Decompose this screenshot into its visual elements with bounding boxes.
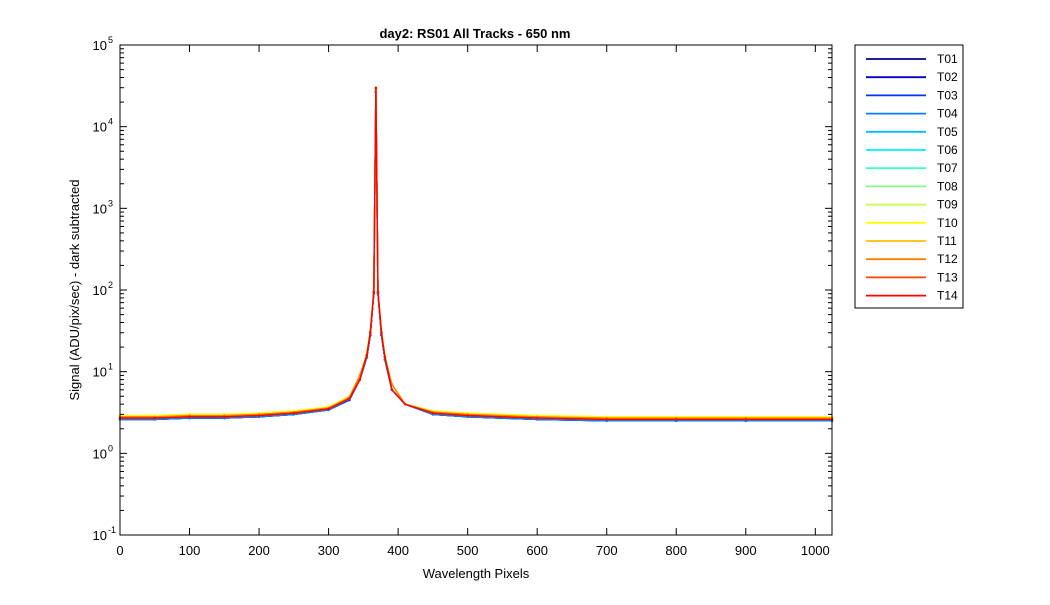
y-tick-base: 10 — [93, 446, 107, 461]
legend-label: T14 — [937, 289, 958, 303]
x-tick-label: 700 — [596, 543, 618, 558]
y-tick-exponent: 4 — [108, 117, 113, 127]
series-point-t14 — [744, 418, 747, 421]
y-tick-label: 10 — [93, 120, 107, 135]
series-point-t14 — [466, 414, 469, 417]
x-tick-label: 900 — [735, 543, 757, 558]
legend-label: T11 — [937, 234, 957, 248]
series-point-t14 — [376, 290, 380, 294]
y-tick-label: 10 — [93, 365, 107, 380]
x-tick-label: 800 — [665, 543, 687, 558]
chart-title: day2: RS01 All Tracks - 650 nm — [379, 26, 570, 41]
series-point-t14 — [605, 418, 608, 421]
x-tick-label: 200 — [248, 543, 270, 558]
legend-label: T13 — [937, 270, 958, 284]
series-point-t14 — [431, 412, 435, 415]
legend-item-t05: T05 — [866, 125, 958, 139]
legend-item-t09: T09 — [866, 198, 958, 212]
x-tick-layer: 0 100 200 300 400 500 600 700 800 900 1000 — [116, 45, 830, 558]
plot-background — [120, 45, 832, 535]
series-point-t14 — [535, 416, 539, 420]
series-point-t14 — [390, 388, 394, 391]
series-point-t14 — [365, 353, 369, 357]
legend: T01 T02 T03 T04 T05 T06 T07 T08 T09 T10 T11 T12 T13 T… — [854, 44, 964, 309]
legend-item-t08: T08 — [866, 179, 958, 193]
series-point-t14 — [188, 415, 191, 419]
series-point-t14 — [358, 378, 362, 381]
legend-item-t12: T12 — [866, 252, 958, 266]
x-tick-label: 300 — [318, 543, 340, 558]
series-point-t14 — [675, 418, 678, 421]
x-tick-label: 1000 — [801, 543, 830, 558]
series-point-t14 — [292, 412, 296, 415]
legend-label: T06 — [937, 143, 958, 157]
y-tick-label: 10 — [93, 201, 107, 216]
legend-label: T12 — [937, 252, 958, 266]
series-point-t14 — [403, 402, 407, 406]
legend-item-t06: T06 — [866, 143, 958, 157]
x-tick-label: 600 — [526, 543, 548, 558]
y-tick-base: 10 — [93, 38, 107, 53]
legend-item-t03: T03 — [866, 88, 958, 102]
plot-area — [118, 44, 834, 536]
legend-label: T05 — [937, 125, 958, 139]
y-tick-exponent: 2 — [108, 280, 113, 290]
y-axis-label: Signal (ADU/pix/sec) - dark subtracted — [67, 179, 82, 400]
legend-label: T09 — [937, 198, 958, 212]
series-layer — [118, 86, 834, 423]
series-point-t14 — [372, 290, 375, 294]
series-point-t14 — [374, 86, 378, 89]
legend-label: T08 — [937, 179, 958, 193]
y-tick-label: 10 — [93, 446, 107, 461]
y-tick-exponent: 1 — [108, 362, 113, 372]
series-point-t14 — [380, 331, 383, 334]
series-point-t14 — [348, 397, 351, 400]
y-tick-exponent: 0 — [108, 443, 113, 453]
x-tick-label: 400 — [387, 543, 409, 558]
y-tick-label: 10 — [93, 528, 107, 543]
x-axis: 0 100 200 300 400 500 600 700 800 900 1000 Wavelen… — [116, 45, 830, 581]
legend-item-t02: T02 — [866, 70, 958, 84]
series-point-t14 — [383, 356, 387, 359]
legend-layer: T01 T02 T03 T04 T05 T06 T07 T08 T09 T10 T11 T12 T13 T… — [866, 52, 958, 303]
y-tick-exponent: 3 — [108, 198, 113, 208]
y-tick-base: 10 — [93, 365, 107, 380]
y-tick-base: 10 — [93, 120, 107, 135]
y-tick-exponent: -1 — [108, 525, 116, 535]
x-tick-label: 0 — [116, 543, 123, 558]
y-tick-label: 10 — [93, 38, 107, 53]
legend-item-t14: T14 — [866, 289, 958, 303]
legend-box — [854, 44, 964, 309]
legend-item-t01: T01 — [866, 52, 958, 66]
y-tick-label: 10 — [93, 283, 107, 298]
series-point-t14 — [223, 415, 226, 419]
y-tick-base: 10 — [93, 201, 107, 216]
legend-label: T10 — [937, 216, 958, 230]
y-tick-exponent: 5 — [108, 35, 113, 45]
legend-item-t07: T07 — [866, 161, 958, 175]
legend-item-t04: T04 — [866, 107, 958, 121]
x-axis-label: Wavelength Pixels — [423, 566, 530, 581]
legend-item-t11: T11 — [866, 234, 957, 248]
legend-label: T02 — [937, 70, 958, 84]
series-point-t14 — [369, 331, 372, 334]
series-point-t14 — [153, 416, 156, 420]
y-tick-base: 10 — [93, 528, 107, 543]
legend-label: T01 — [937, 52, 958, 66]
y-tick-base: 10 — [93, 283, 107, 298]
x-tick-label: 500 — [457, 543, 479, 558]
legend-item-t13: T13 — [866, 270, 958, 284]
series-point-t14 — [257, 414, 261, 417]
series-point-t14 — [327, 407, 330, 411]
x-tick-label: 100 — [179, 543, 201, 558]
legend-label: T04 — [937, 107, 958, 121]
legend-label: T07 — [937, 161, 958, 175]
legend-item-t10: T10 — [866, 216, 958, 230]
legend-label: T03 — [937, 88, 958, 102]
